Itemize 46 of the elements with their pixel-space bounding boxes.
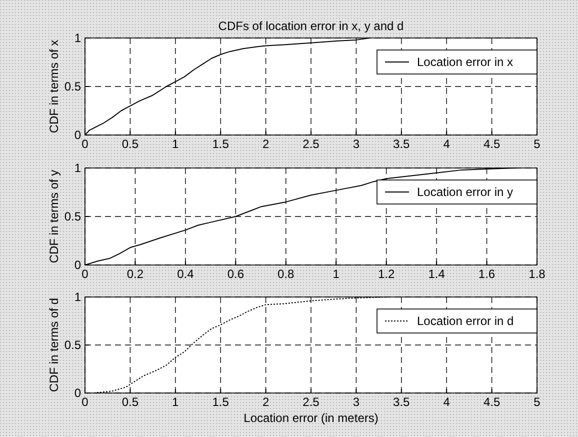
y-tick-label: 1: [74, 31, 82, 45]
x-axis-title: Location error (in meters): [244, 411, 378, 425]
x-tick-label: 2: [262, 137, 270, 151]
x-tick-label: 0.5: [122, 137, 139, 151]
legend-label: Location error in y: [417, 185, 514, 199]
x-tick-label: 1: [172, 395, 180, 409]
y-axis-title: CDF in terms of d: [47, 298, 61, 392]
x-tick-label: 4: [443, 137, 450, 151]
y-tick-label: 0: [74, 258, 82, 272]
y-tick-label: 0.5: [64, 210, 82, 224]
x-tick-label: 5: [534, 137, 541, 151]
y-tick-label: 1: [74, 290, 82, 304]
x-tick-label: 1: [332, 267, 340, 281]
x-tick-label: 1.8: [528, 267, 546, 281]
x-tick-label: 0.8: [278, 267, 295, 281]
x-tick-label: 1: [172, 137, 180, 151]
x-tick-label: 2.5: [302, 395, 320, 409]
x-tick-label: 1.5: [212, 137, 230, 151]
x-tick-label: 1.2: [378, 267, 395, 281]
x-tick-label: 4.5: [483, 395, 500, 409]
x-tick-label: 0.5: [122, 395, 139, 409]
x-tick-label: 1.5: [212, 395, 230, 409]
y-axis-title: CDF in terms of x: [47, 40, 61, 134]
y-tick-label: 0.5: [64, 338, 82, 352]
x-tick-label: 4.5: [483, 137, 500, 151]
y-tick-label: 0: [74, 128, 82, 142]
x-tick-label: 3.5: [393, 137, 410, 151]
y-axis-title: CDF in terms of y: [47, 170, 61, 264]
legend-label: Location error in d: [417, 314, 514, 328]
x-tick-label: 4: [443, 395, 450, 409]
x-tick-label: 5: [534, 395, 541, 409]
y-tick-label: 0.5: [64, 80, 82, 94]
x-tick-label: 2: [262, 395, 270, 409]
x-tick-label: 1.6: [478, 267, 496, 281]
x-tick-label: 0.2: [126, 267, 144, 281]
x-tick-label: 3.5: [393, 395, 410, 409]
x-tick-label: 2.5: [302, 137, 320, 151]
legend-label: Location error in x: [417, 55, 514, 69]
x-tick-label: 3: [352, 395, 360, 409]
x-tick-label: 1.4: [428, 267, 446, 281]
y-tick-label: 1: [74, 161, 82, 175]
x-tick-label: 3: [352, 137, 360, 151]
y-tick-label: 0: [74, 386, 82, 400]
x-tick-label: 0.4: [177, 267, 194, 281]
x-tick-label: 0.6: [227, 267, 244, 281]
chart-title: CDFs of location error in x, y and d: [218, 19, 404, 33]
